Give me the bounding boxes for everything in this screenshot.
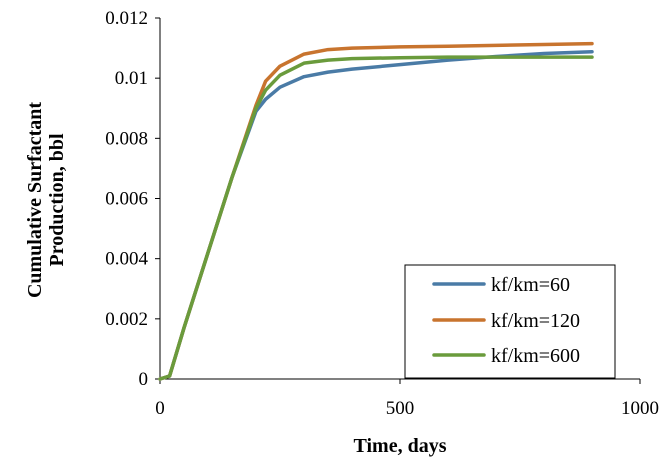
y-tick-label-3: 0.006 [105,189,148,210]
y-tick-label-0: 0 [139,369,149,390]
x-tick-label-2: 1000 [621,398,659,419]
y-axis-title-line-1: Cumulative Surfactant [24,102,46,298]
x-axis-title: Time, days [354,435,447,457]
axes: 0 0.002 0.004 0.006 0.008 0.01 0.012 0 500 1000 [105,8,659,419]
legend: kf/km=60 kf/km=120 kf/km=600 [404,264,616,379]
y-tick-label-1: 0.002 [105,309,148,330]
legend-label-series-2: kf/km=120 [491,310,580,332]
legend-label-series-1: kf/km=60 [491,274,570,296]
y-tick-label-2: 0.004 [105,249,148,270]
series-line-3 [158,55,594,381]
x-tick-label-0: 0 [155,398,165,419]
legend-label-series-3: kf/km=600 [491,345,580,367]
y-tick-label-5: 0.01 [115,68,148,89]
y-axis-title-line-2: Production, bbl [46,133,68,266]
y-tick-label-6: 0.012 [105,8,148,29]
y-axis-title: Cumulative Surfactant Production, bbl [24,102,68,298]
plot-area [158,41,594,381]
x-tick-label-1: 500 [386,398,415,419]
y-tick-label-4: 0.008 [105,128,148,149]
